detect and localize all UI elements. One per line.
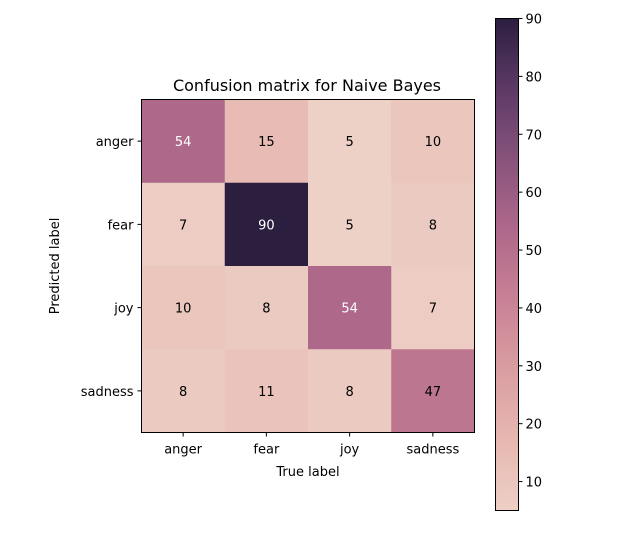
heatmap-cell [141, 266, 226, 350]
cell-value-label: 10 [175, 302, 192, 317]
colorbar-tick-label: 10 [526, 476, 543, 491]
heatmap-value-labels: 54 15 5 10 7 90 5 8 10 8 54 7 8 11 8 47 [175, 135, 441, 400]
x-tick-label: anger [164, 443, 202, 458]
colorbar-tick-label: 50 [526, 244, 543, 259]
cell-value-label: 54 [175, 135, 192, 150]
heatmap-cell [391, 349, 475, 433]
cell-value-label: 15 [258, 135, 275, 150]
x-tick-label: joy [339, 443, 360, 458]
cell-value-label: 5 [345, 218, 353, 233]
cell-value-label: 5 [345, 135, 353, 150]
y-tick-label: sadness [81, 385, 134, 400]
cell-value-label: 8 [262, 302, 270, 317]
heatmap-cell [224, 99, 309, 184]
heatmap-cell [141, 349, 226, 433]
x-tick-label: sadness [406, 443, 459, 458]
heatmap-cell [141, 182, 226, 267]
cell-value-label: 47 [425, 385, 442, 400]
cell-value-label: 7 [179, 218, 187, 233]
cell-value-label: 90 [258, 218, 275, 233]
heatmap-cell [308, 349, 392, 433]
heatmap-cell [308, 99, 392, 184]
y-axis-ticks: anger fear joy sadness [81, 135, 142, 400]
heatmap-cell [391, 99, 475, 184]
chart-title: Confusion matrix for Naive Bayes [173, 76, 441, 95]
colorbar-tick-label: 20 [526, 418, 543, 433]
colorbar-tick-label: 90 [526, 13, 543, 28]
cell-value-label: 10 [425, 135, 442, 150]
heatmap-cell [224, 182, 309, 267]
cell-value-label: 8 [345, 385, 353, 400]
cell-value-label: 7 [429, 302, 437, 317]
heatmap-cell [308, 182, 392, 267]
matrix-frame [141, 99, 475, 433]
y-tick-label: anger [96, 135, 134, 150]
colorbar-gradient [495, 18, 519, 511]
x-tick-label: fear [253, 443, 280, 458]
cell-value-label: 8 [179, 385, 187, 400]
colorbar-ticks: 10 20 30 40 50 60 70 80 90 [518, 13, 543, 491]
cell-value-label: 54 [341, 302, 358, 317]
colorbar-tick-label: 30 [526, 360, 543, 375]
colorbar: 10 20 30 40 50 60 70 80 90 [495, 13, 543, 511]
heatmap-cell [391, 266, 475, 350]
x-axis-label: True label [275, 465, 339, 480]
colorbar-tick-label: 80 [526, 70, 543, 85]
y-tick-label: joy [113, 302, 134, 317]
heatmap-cell [141, 99, 226, 184]
y-tick-label: fear [108, 218, 135, 233]
heatmap-cell [308, 266, 392, 350]
colorbar-tick-label: 60 [526, 186, 543, 201]
heatmap-cells [141, 99, 475, 433]
heatmap-cell [224, 266, 309, 350]
cell-value-label: 11 [258, 385, 275, 400]
colorbar-tick-label: 70 [526, 128, 543, 143]
heatmap-cell [391, 182, 475, 267]
x-axis-ticks: anger fear joy sadness [164, 432, 459, 458]
colorbar-tick-label: 40 [526, 302, 543, 317]
cell-value-label: 8 [429, 218, 437, 233]
y-axis-label: Predicted label [48, 218, 63, 315]
heatmap-cell [224, 349, 309, 433]
